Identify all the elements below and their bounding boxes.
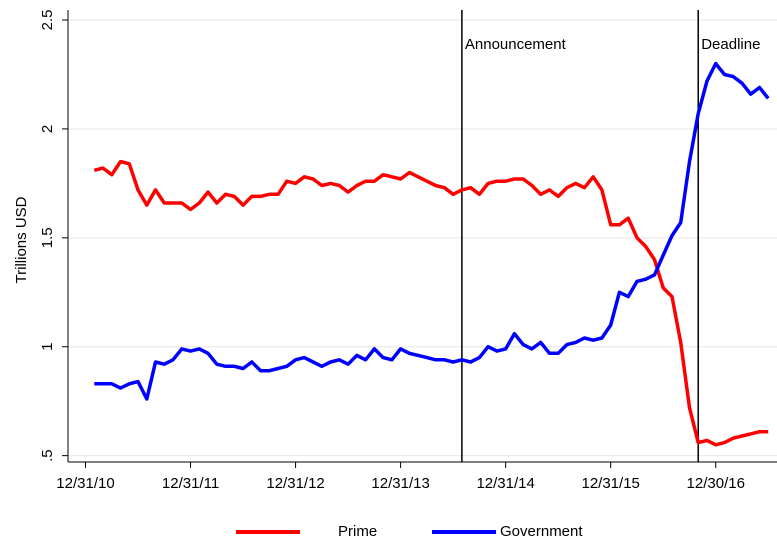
x-tick-label: 12/31/13	[371, 475, 429, 492]
x-tick-label: 12/31/14	[476, 475, 534, 492]
x-tick-label: 12/31/15	[581, 475, 639, 492]
event-label: Deadline	[701, 36, 760, 53]
x-tick-label: 12/31/11	[162, 475, 219, 492]
event-label: Announcement	[465, 36, 567, 53]
legend-label: Prime	[338, 523, 377, 540]
y-axis-label: Trillions USD	[13, 196, 30, 283]
y-tick-label: 2	[39, 125, 56, 133]
y-tick-label: 1	[39, 343, 56, 351]
y-tick-label: 1.5	[39, 227, 56, 248]
series-line	[93, 159, 769, 447]
x-tick-label: 12/30/16	[687, 475, 745, 492]
y-tick-label: 2.5	[39, 10, 56, 31]
legend-label: Government	[500, 523, 583, 540]
y-tick-label: .5	[39, 449, 56, 462]
series-line	[94, 61, 770, 401]
x-tick-label: 12/31/10	[56, 475, 114, 492]
x-tick-label: 12/31/12	[266, 475, 324, 492]
